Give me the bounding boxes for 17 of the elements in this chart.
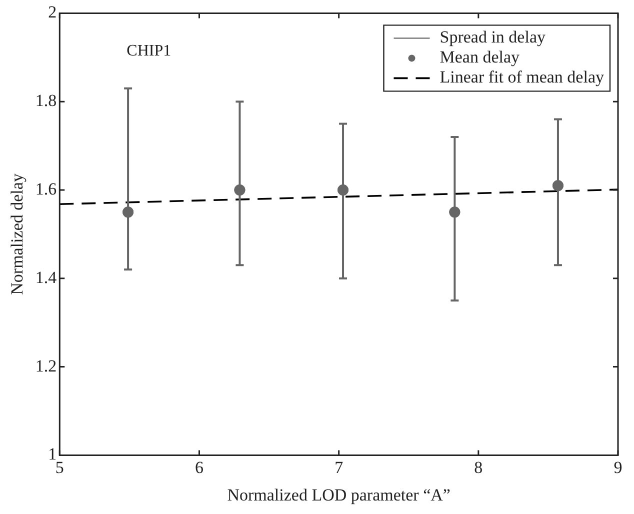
y-axis-title: Normalized delay — [8, 173, 27, 295]
y-tick-label: 2 — [48, 2, 57, 22]
x-tick-label: 7 — [334, 458, 344, 477]
x-tick-label: 6 — [194, 458, 204, 477]
y-tick-label: 1.2 — [35, 356, 57, 376]
y-tick-label: 1.6 — [35, 179, 57, 198]
x-tick-label: 8 — [474, 458, 483, 477]
legend-label: Spread in delay — [440, 28, 546, 47]
y-tick-label: 1 — [48, 444, 57, 464]
x-tick-label: 9 — [614, 458, 622, 477]
y-tick-label: 1.4 — [35, 268, 58, 287]
legend-label: Linear fit of mean delay — [440, 68, 604, 87]
legend-label: Mean delay — [440, 48, 520, 67]
x-tick-label: 5 — [55, 458, 64, 477]
y-tick-label: 1.8 — [35, 91, 57, 110]
x-axis-title: Normalized LOD parameter “A” — [227, 485, 450, 504]
annotation: CHIP1 — [126, 42, 172, 60]
